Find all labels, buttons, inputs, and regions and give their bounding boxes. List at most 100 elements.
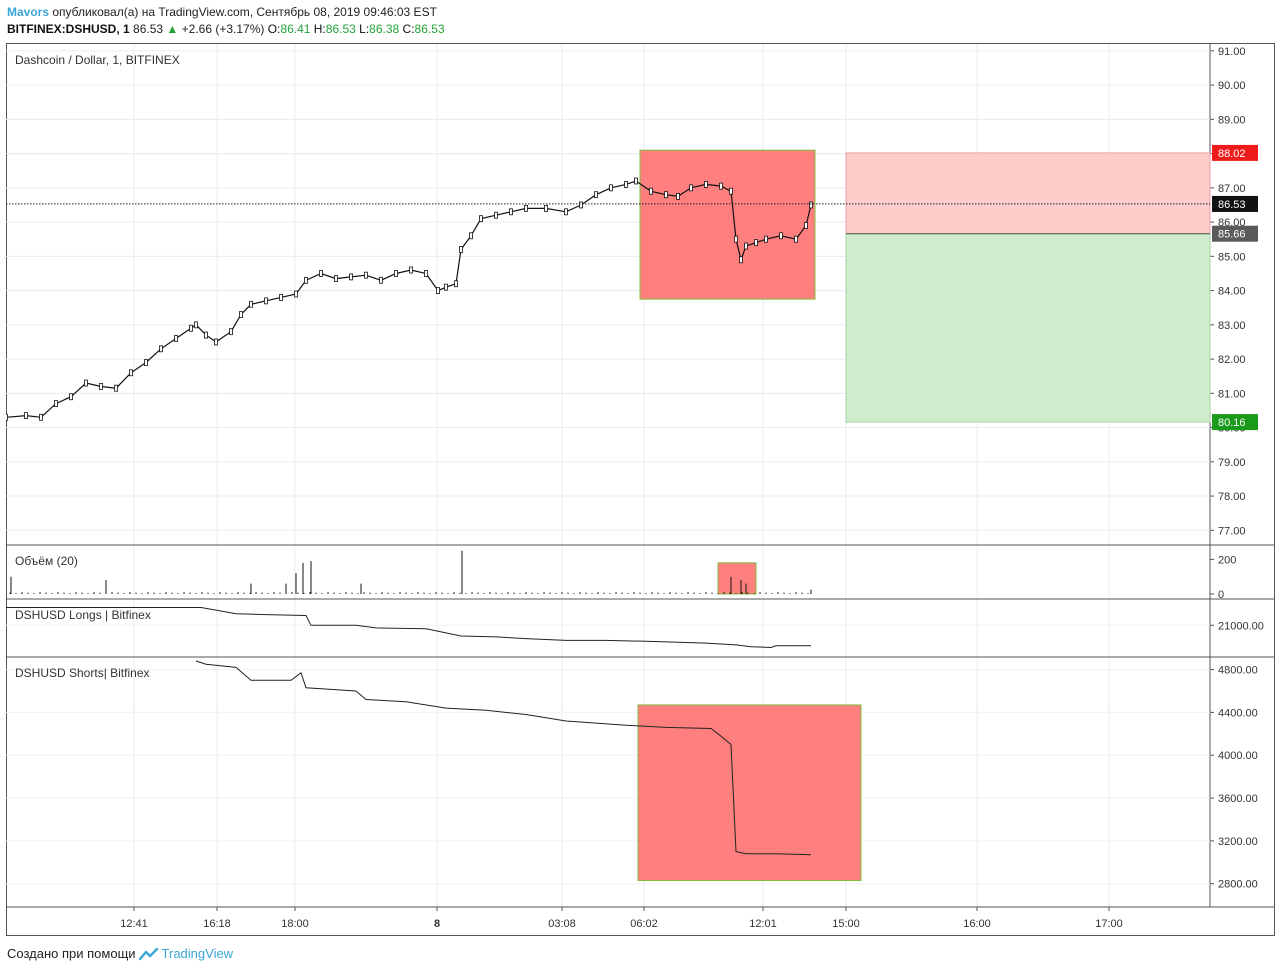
price-tick-label: 81.00 <box>1218 388 1246 400</box>
stop-price-badge-bg <box>1212 144 1258 161</box>
candle <box>84 379 88 387</box>
price-pane-title: Dashcoin / Dollar, 1, BITFINEX <box>15 53 180 67</box>
time-tick-label: 12:01 <box>749 918 777 930</box>
candle <box>364 271 368 279</box>
footer: Создано при помощи TradingView <box>7 946 233 961</box>
time-tick-label: 16:18 <box>203 918 231 930</box>
entry-price-badge-bg <box>1212 225 1258 242</box>
tradingview-logo-icon <box>138 947 158 960</box>
price-tick-label: 83.00 <box>1218 320 1246 332</box>
candle <box>319 270 323 277</box>
author-name[interactable]: Mavors <box>7 5 50 19</box>
candle <box>479 215 483 223</box>
candle <box>229 328 233 336</box>
candle <box>524 204 528 212</box>
created-with-text: Создано при помощи <box>7 946 136 961</box>
time-tick-label: 18:00 <box>281 918 309 930</box>
time-tick-label: 8 <box>434 918 440 930</box>
candle <box>704 181 708 188</box>
symbol-label: BITFINEX:DSHUSD, 1 <box>7 22 130 36</box>
chart-canvas[interactable]: 91.0090.0089.0088.0087.0086.0085.0084.00… <box>4 43 1275 936</box>
candle <box>634 177 638 185</box>
candle <box>734 235 738 243</box>
candle <box>174 335 178 342</box>
candle <box>544 204 548 212</box>
candle <box>664 191 668 199</box>
candle <box>676 192 680 200</box>
candle <box>99 383 103 390</box>
candle <box>729 187 733 195</box>
price-tick-label: 84.00 <box>1218 286 1246 298</box>
candle <box>436 287 440 294</box>
entry-price-badge: 85.66 <box>1218 229 1246 241</box>
candle <box>764 235 768 243</box>
candle <box>609 184 613 192</box>
candle <box>719 182 723 190</box>
candle <box>739 256 743 264</box>
candle <box>144 359 148 366</box>
shorts-tick-label: 2800.00 <box>1218 879 1258 891</box>
candle <box>264 297 268 305</box>
price-tick-label: 82.00 <box>1218 354 1246 366</box>
highlight-box <box>639 149 816 300</box>
time-tick-label: 16:00 <box>963 918 991 930</box>
symbol-header: BITFINEX:DSHUSD, 1 86.53 ▲ +2.66 (+3.17%… <box>7 22 445 36</box>
longs-tick-label: 21000.00 <box>1218 620 1264 632</box>
candle <box>24 412 28 419</box>
candle <box>624 181 628 188</box>
shorts-pane-title: DSHUSD Shorts| Bitfinex <box>15 666 150 680</box>
candle <box>189 324 193 332</box>
candle <box>54 400 58 407</box>
volume-tick-label: 200 <box>1218 554 1236 566</box>
candle <box>649 187 653 195</box>
tradingview-brand[interactable]: TradingView <box>161 946 234 961</box>
candle <box>279 294 283 301</box>
published-text: опубликовал(а) на TradingView.com, Сентя… <box>52 5 437 19</box>
price-tick-label: 89.00 <box>1218 114 1246 126</box>
candle <box>409 266 413 274</box>
price-tick-label: 90.00 <box>1218 80 1246 92</box>
candle <box>779 232 783 240</box>
high-value: 86.53 <box>325 22 356 36</box>
low-value: 86.38 <box>369 22 400 36</box>
candle <box>809 201 813 209</box>
candle <box>744 242 748 250</box>
shorts-highlight-box <box>637 704 862 882</box>
price-tick-label: 91.00 <box>1218 46 1246 58</box>
high-label: H: <box>313 22 326 36</box>
candle <box>129 369 133 377</box>
price-change: +2.66 (+3.17%) <box>181 22 265 36</box>
shorts-tick-label: 4000.00 <box>1218 750 1258 762</box>
stop-loss-zone <box>845 152 1211 235</box>
price-tick-label: 85.00 <box>1218 251 1246 263</box>
candle <box>469 232 473 240</box>
chart-frame[interactable]: 91.0090.0089.0088.0087.0086.0085.0084.00… <box>4 43 1275 936</box>
candle <box>294 290 298 298</box>
candle <box>249 300 253 308</box>
price-tick-label: 87.00 <box>1218 183 1246 195</box>
stop-price-badge: 88.02 <box>1218 148 1246 160</box>
candle <box>349 273 353 281</box>
publish-header: Mavors опубликовал(а) на TradingView.com… <box>7 5 437 19</box>
candle <box>239 311 243 318</box>
candle <box>804 222 808 229</box>
candle <box>194 321 198 329</box>
candle <box>69 393 73 401</box>
candle <box>454 280 458 288</box>
last-price: 86.53 <box>133 22 164 36</box>
candle <box>394 270 398 277</box>
price-tick-label: 77.00 <box>1218 525 1246 537</box>
last-price-badge: 86.53 <box>1218 199 1246 211</box>
candle <box>4 413 8 421</box>
candle <box>459 246 463 253</box>
candle <box>334 275 338 282</box>
take-profit-zone <box>845 233 1211 423</box>
candle <box>594 191 598 199</box>
candle <box>304 276 308 284</box>
volume-tick-label: 0 <box>1218 589 1224 601</box>
time-tick-label: 03:08 <box>548 918 576 930</box>
close-label: C: <box>402 22 415 36</box>
candle <box>379 276 383 284</box>
shorts-tick-label: 4400.00 <box>1218 707 1258 719</box>
open-label: O: <box>267 22 281 36</box>
